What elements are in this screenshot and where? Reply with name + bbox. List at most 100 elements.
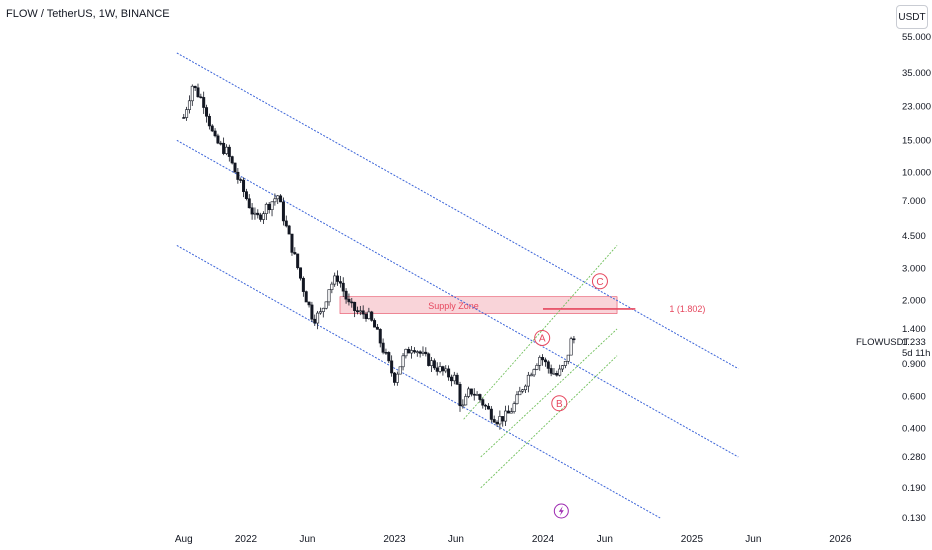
candle [185,106,189,121]
candle [566,354,570,365]
candle [358,305,362,316]
x-tick-label: Jun [448,534,464,545]
candle [418,350,422,358]
x-tick-label: 2023 [383,534,406,545]
y-tick-label: 7.000 [902,196,926,207]
candle [404,348,408,359]
candle [287,224,291,235]
candle [390,355,394,377]
candle [321,307,325,318]
x-tick-label: Jun [299,534,315,545]
candle [213,128,217,138]
candle [526,371,530,393]
candle [367,307,371,320]
candle [552,368,556,375]
candle [290,233,294,256]
candle [375,323,379,330]
channel-line-blue-2 [176,245,661,519]
x-tick-label: 2025 [681,534,704,545]
candle [196,83,200,98]
candle [384,348,388,355]
wave-b-label: B [556,399,563,410]
candle [489,406,493,423]
y-tick-label: 55.000 [902,32,931,43]
candle [350,297,354,308]
candles [182,83,576,430]
candle [569,336,573,356]
candle [227,144,231,162]
candle [364,311,368,322]
candle [333,272,337,287]
supply-zone-label: Supply Zone [428,301,479,311]
candle [355,306,359,315]
wave-c-label: C [596,277,603,288]
candle [532,368,536,378]
currency-button[interactable]: USDT [896,5,928,29]
candle [521,388,525,394]
candle [381,338,385,355]
candle [401,352,405,371]
candle [549,364,553,377]
candle [387,351,391,364]
y-tick-label: 1.400 [902,324,926,335]
candle [187,95,191,114]
candle [481,398,485,409]
candle [259,212,263,222]
candle [452,371,456,385]
candle [524,384,528,393]
candle [392,371,396,386]
candle [324,301,328,310]
candle [202,91,206,114]
candle [495,420,499,427]
wave-c-marker [591,273,608,290]
candle [313,314,317,326]
candle [529,372,533,377]
channel-line-blue-1 [176,139,739,458]
channel-line-green-2 [480,355,618,489]
target-line-label: 1 (1.802) [669,304,705,314]
candle [230,155,234,165]
candle [478,393,482,403]
candle [244,188,248,201]
candle [304,290,308,303]
y-tick-label: 0.400 [902,424,926,435]
candle [338,275,342,288]
candle [270,201,274,217]
candle [253,207,257,220]
candle [239,177,243,184]
candle [336,270,340,286]
candle [501,416,505,427]
candle [449,374,453,387]
channel-line-green-1 [480,328,618,458]
candle [316,310,320,330]
candle [233,162,237,173]
y-tick-label: 0.280 [902,452,926,463]
candle [347,293,351,306]
candle [558,364,562,377]
candle [222,137,226,156]
candle [264,202,268,220]
candle [370,310,374,322]
candle [273,193,277,206]
candle [373,318,377,328]
candle [281,197,285,226]
candle [447,365,451,381]
y-tick-label: 23.000 [902,101,931,112]
candle [330,281,334,294]
candle [427,352,431,367]
y-tick-label: 3.000 [902,263,926,274]
candle [353,301,357,318]
candle [438,362,442,374]
candle [296,253,300,270]
candle [182,113,186,119]
channel-line-blue-0 [176,52,739,370]
candle [199,93,203,99]
x-tick-label: Aug [175,534,193,545]
candle [486,403,490,410]
candle [224,144,228,156]
candle [219,140,223,146]
candle [267,201,271,214]
x-tick-label: Jun [597,534,613,545]
y-tick-label: 2.000 [902,296,926,307]
